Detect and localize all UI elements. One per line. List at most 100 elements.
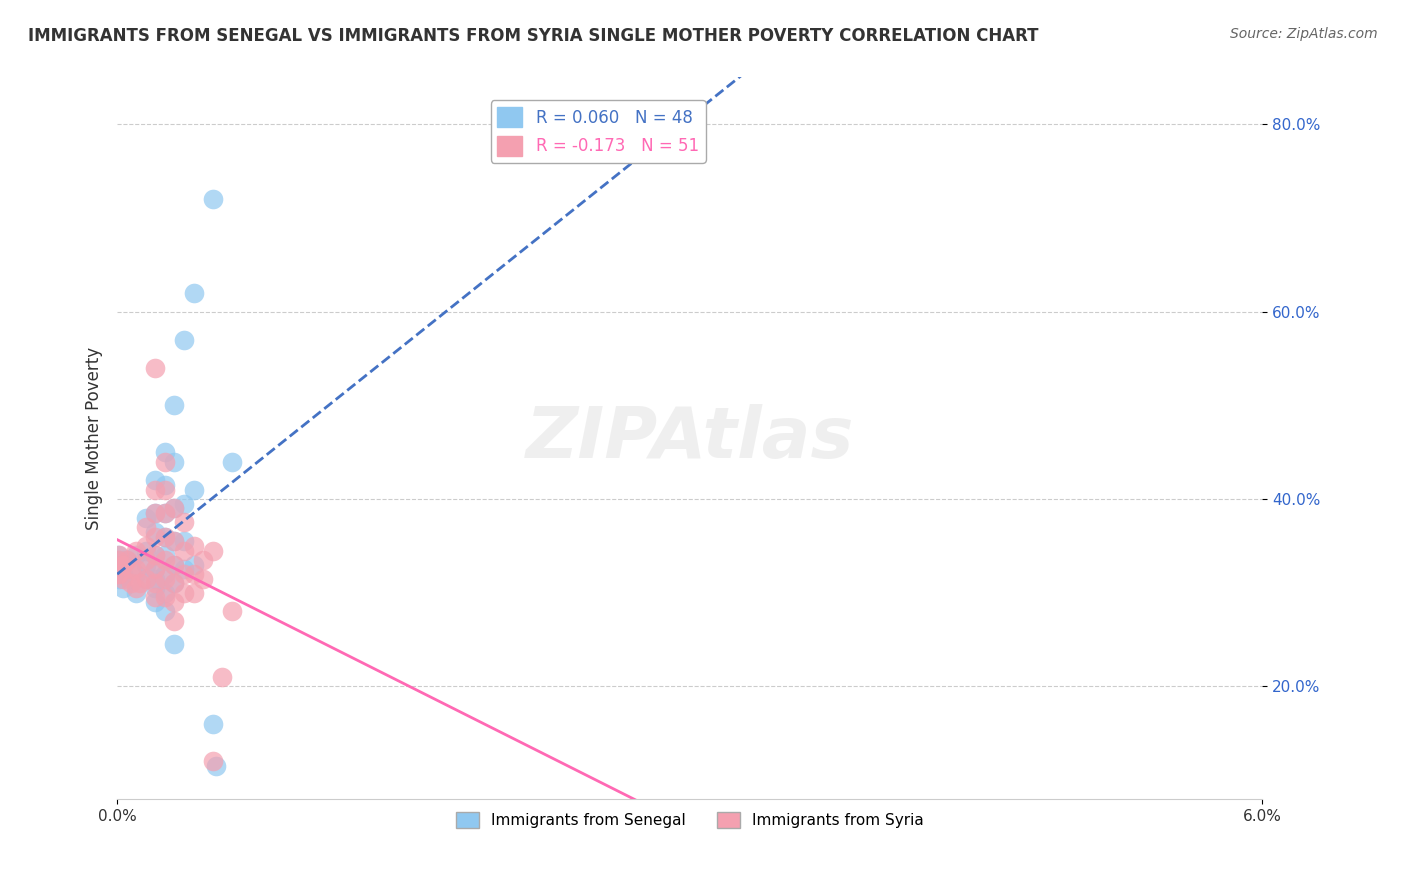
Point [201,717,224,731]
Point [201,192,224,206]
Point [205,759,228,773]
Point [107,548,129,562]
Point [153,478,176,492]
Point [163,501,186,516]
Point [221,454,243,468]
Point [129,576,152,591]
Point [163,558,186,572]
Point [153,585,176,599]
Point [135,539,157,553]
Point [163,534,186,549]
Point [153,548,176,562]
Point [107,553,129,567]
Point [135,558,157,572]
Point [153,591,176,605]
Point [173,566,195,581]
Text: Source: ZipAtlas.com: Source: ZipAtlas.com [1230,27,1378,41]
Point [135,572,157,586]
Point [183,483,205,497]
Legend: Immigrants from Senegal, Immigrants from Syria: Immigrants from Senegal, Immigrants from… [450,806,929,835]
Point [163,637,186,651]
Point [145,595,167,609]
Point [145,506,167,520]
Point [145,548,167,562]
Point [173,333,195,347]
Point [183,558,205,572]
Point [211,670,233,684]
Point [183,566,205,581]
Point [163,576,186,591]
Point [145,591,167,605]
Point [163,595,186,609]
Point [115,553,138,567]
Point [153,506,176,520]
Point [135,572,157,586]
Point [145,548,167,562]
Point [120,562,142,576]
Point [153,572,176,586]
Point [125,585,148,599]
Point [163,534,186,549]
Point [145,581,167,595]
Point [125,566,148,581]
Point [145,562,167,576]
Point [145,473,167,487]
Point [125,562,148,576]
Point [221,604,243,618]
Point [111,572,134,586]
Point [111,558,134,572]
Point [153,566,176,581]
Point [135,543,157,558]
Point [163,501,186,516]
Point [183,539,205,553]
Point [173,585,195,599]
Text: IMMIGRANTS FROM SENEGAL VS IMMIGRANTS FROM SYRIA SINGLE MOTHER POVERTY CORRELATI: IMMIGRANTS FROM SENEGAL VS IMMIGRANTS FR… [28,27,1039,45]
Point [111,566,134,581]
Point [145,529,167,543]
Point [135,553,157,567]
Point [153,445,176,459]
Point [173,534,195,549]
Point [153,529,176,543]
Point [107,566,129,581]
Point [163,558,186,572]
Point [108,553,131,567]
Point [163,454,186,468]
Point [111,581,134,595]
Point [153,529,176,543]
Point [125,543,148,558]
Point [145,562,167,576]
Point [163,614,186,628]
Point [125,581,148,595]
Point [145,506,167,520]
Point [120,576,142,591]
Point [191,553,214,567]
Point [163,398,186,412]
Point [153,454,176,468]
Point [108,572,131,586]
Point [107,558,129,572]
Point [108,566,131,581]
Point [135,510,157,524]
Point [153,483,176,497]
Point [183,285,205,300]
Point [173,562,195,576]
Point [191,572,214,586]
Point [115,553,138,567]
Point [183,585,205,599]
Point [163,576,186,591]
Point [125,548,148,562]
Point [201,543,224,558]
Point [145,576,167,591]
Point [173,497,195,511]
Point [153,553,176,567]
Point [108,548,131,562]
Point [145,524,167,539]
Point [201,755,224,769]
Text: ZIPAtlas: ZIPAtlas [526,404,853,473]
Point [145,572,167,586]
Point [135,520,157,534]
Point [173,516,195,530]
Point [145,483,167,497]
Y-axis label: Single Mother Poverty: Single Mother Poverty [86,347,103,530]
